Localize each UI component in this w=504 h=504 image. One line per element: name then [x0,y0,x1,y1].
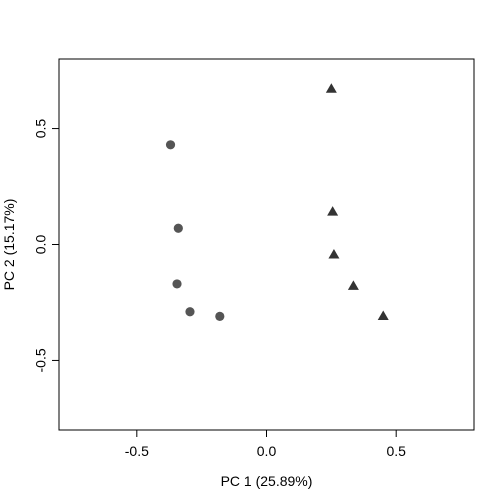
triangle-point [347,280,359,290]
circle-point [165,140,176,150]
plot-frame [58,58,475,431]
x-tick-label: 0.5 [386,443,406,459]
x-tick-label: -0.5 [125,443,149,459]
y-tick-label: 0.5 [33,119,49,139]
y-tick-label: 0.0 [33,235,49,255]
triangle-point [327,206,339,216]
circle-point [185,307,195,317]
y-axis-label: PC 2 (15.17%) [1,199,17,291]
triangle-point [377,310,389,320]
x-axis-label: PC 1 (25.89%) [221,473,313,489]
x-axis: -0.5 0.0 0.5 [125,430,406,459]
circle-point [172,279,182,289]
data-points [165,83,389,321]
y-axis: -0.5 0.0 0.5 [33,119,59,373]
y-tick-label: -0.5 [33,348,49,372]
triangle-point [328,249,340,259]
x-tick-label: 0.0 [257,443,277,459]
circle-point [215,311,225,321]
triangle-point [325,83,337,93]
circle-point [173,223,183,233]
